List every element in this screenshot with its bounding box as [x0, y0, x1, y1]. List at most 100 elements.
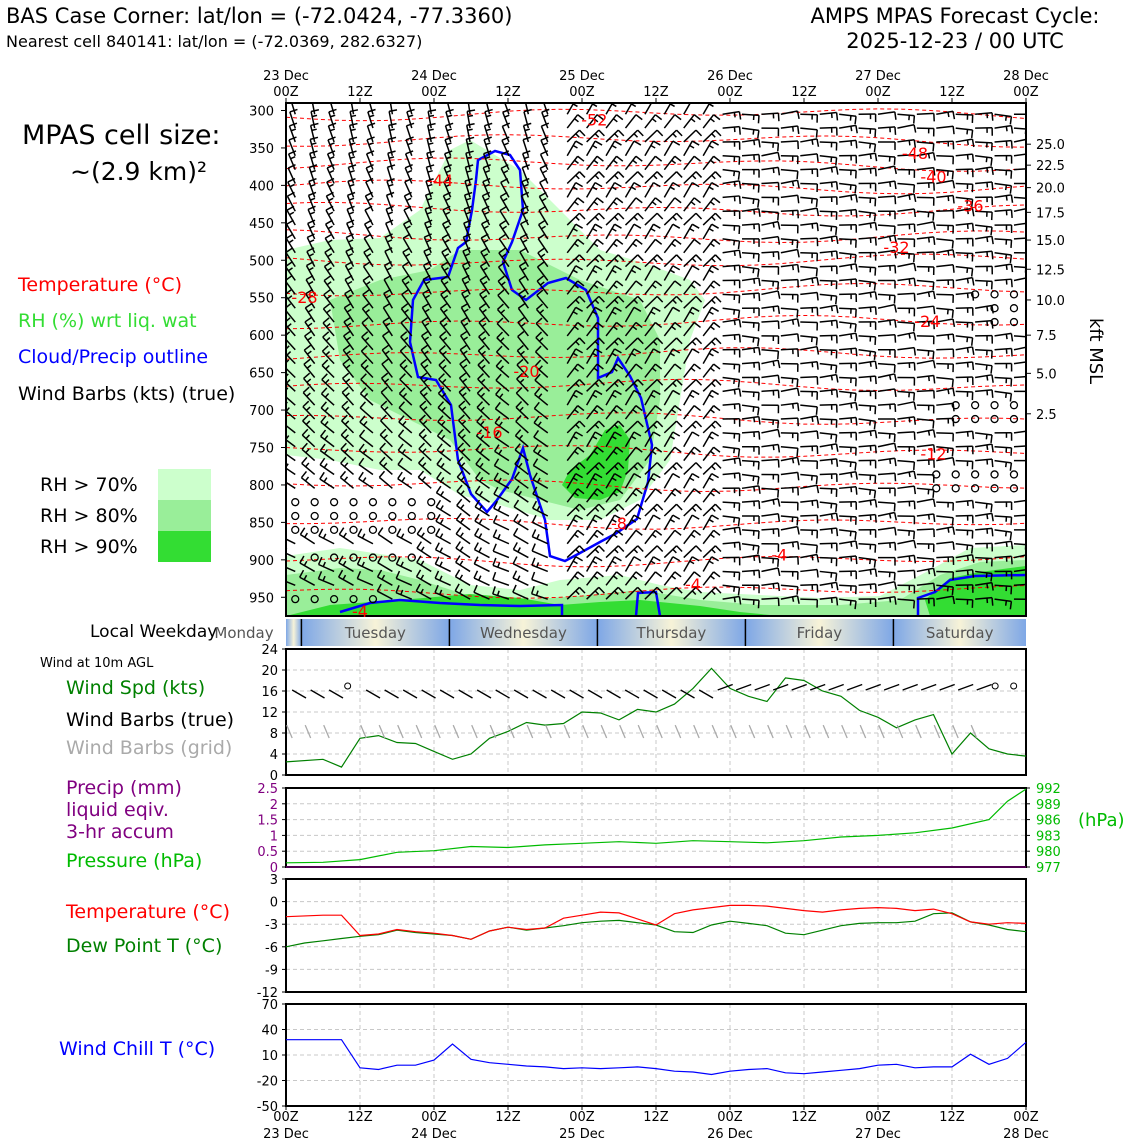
wind-barb-shaft: [422, 279, 432, 295]
wind-barb-shaft: [401, 265, 413, 281]
wind-barb-flag: [913, 124, 917, 133]
wind-barb-shaft: [305, 293, 316, 309]
wind-barb-flag: [483, 239, 489, 244]
wind-barb-flag: [400, 561, 404, 567]
wind-barb-shaft: [683, 254, 697, 268]
temperature-contour-label: -40: [920, 167, 946, 186]
wind-barb-flag: [737, 587, 741, 596]
wind-barb-flag: [457, 442, 465, 450]
wind-barb-flag: [1031, 584, 1032, 592]
wind-barb-shaft: [585, 306, 596, 323]
wind-barb-flag: [671, 325, 677, 331]
wind-barb-flag: [286, 351, 292, 356]
wind-barb-flag: [497, 477, 502, 483]
wind-barb-flag: [305, 288, 313, 295]
wind-barb-flag: [1031, 138, 1033, 146]
wind-barb-flag: [830, 597, 833, 603]
wind-barb-shaft: [624, 446, 637, 462]
wind-barb-shaft: [916, 181, 934, 185]
wind-barb-flag: [594, 472, 603, 479]
wind-barb-flag: [966, 129, 969, 135]
wind-barb-flag: [310, 109, 320, 113]
wind-barb-shaft: [839, 252, 857, 256]
wind-barb-flag: [671, 575, 677, 580]
wind-barb-shaft: [761, 151, 779, 157]
wind-barb-flag: [388, 122, 397, 127]
wind-barb-shaft: [936, 209, 954, 212]
wind-barb-flag: [816, 223, 819, 232]
temperature-contour: [286, 201, 1026, 217]
wind-barb-shaft: [348, 139, 355, 156]
wind-barb-flag: [349, 169, 355, 173]
bottom-date-label: 23 Dec: [263, 1127, 309, 1140]
wind-barb-shaft: [761, 374, 779, 379]
wind-barb-shaft: [308, 167, 316, 184]
wind-barb-flag: [518, 434, 524, 440]
wind-barb-flag: [913, 555, 917, 564]
wind-barb-flag: [908, 417, 911, 423]
wind-barb-shaft: [289, 111, 296, 129]
wind-barb-flag: [654, 363, 663, 370]
calm-circle: [932, 484, 941, 493]
wind-barb-flag: [830, 572, 833, 578]
top-hour-label: 12Z: [643, 85, 669, 100]
wind-barb-flag: [791, 265, 795, 271]
wind-barb-shaft: [474, 492, 490, 503]
calm-circle: [427, 498, 436, 507]
wind-barb-shaft: [586, 337, 600, 351]
wind-barb-shaft: [406, 111, 413, 129]
wind-barb-flag: [279, 572, 282, 579]
wind-barb-shaft: [761, 290, 779, 296]
wind-barb-flag: [991, 181, 994, 191]
wind-barb-10m: [550, 689, 566, 699]
wind-barb-flag: [815, 268, 818, 277]
wind-barb-shaft: [761, 166, 779, 171]
temperature-contour-label: -48: [902, 144, 928, 163]
wind-barb-shaft: [955, 430, 973, 434]
wind-barb-shaft: [504, 103, 510, 115]
wind-barb-flag: [733, 389, 736, 395]
wind-barb-flag: [445, 183, 451, 188]
wind-barb-shaft: [975, 556, 993, 560]
wind-barb-shaft: [605, 238, 618, 254]
wind-barb-shaft: [877, 526, 895, 531]
wind-barb-flag: [415, 569, 422, 578]
wind-barb-flag: [417, 470, 425, 478]
wind-barb-grid: [896, 724, 904, 739]
wind-barb-shaft: [302, 406, 316, 420]
wind-barb-shaft: [1013, 168, 1026, 171]
wind-barb-shaft: [936, 155, 954, 158]
wind-barb-shaft: [455, 519, 471, 531]
wind-barb-flag: [991, 166, 994, 176]
wind-barb-flag: [443, 281, 449, 286]
wind-barb-10m: [809, 683, 826, 691]
wind-barb-flag: [713, 488, 721, 495]
wind-barb-shaft: [722, 515, 740, 519]
wind-barb-shaft: [722, 224, 740, 227]
wind-barb-shaft: [644, 265, 655, 281]
wind-barb-flag: [1010, 125, 1014, 134]
temperature-contour-label: -36: [957, 197, 983, 216]
wind-barb-shaft: [422, 293, 432, 309]
wind-barb-shaft: [663, 514, 674, 531]
wind-barb-shaft: [839, 347, 857, 351]
wind-barb-flag: [406, 108, 415, 113]
wind-barb-shaft: [443, 181, 452, 198]
wind-barb-shaft: [800, 345, 818, 351]
wind-barb-flag: [611, 435, 617, 440]
wind-barb-flag: [516, 575, 521, 581]
wind-barb-flag: [753, 417, 756, 423]
wind-barb-flag: [400, 589, 404, 595]
wind-barb-shaft: [702, 306, 713, 323]
wind-barb-flag: [405, 253, 411, 258]
wind-barb-flag: [849, 461, 852, 468]
wind-barb-flag: [633, 265, 642, 271]
wind-barb-shaft: [436, 477, 452, 489]
wind-barb-flag: [499, 219, 507, 226]
wind-barb-flag: [593, 159, 599, 164]
wind-barb-shaft: [839, 113, 857, 117]
wind-barb-flag: [952, 526, 956, 535]
pressure-ytick-label: 989: [1036, 798, 1061, 813]
wind-barb-flag: [671, 409, 677, 414]
wind-barb-shaft: [877, 155, 896, 158]
